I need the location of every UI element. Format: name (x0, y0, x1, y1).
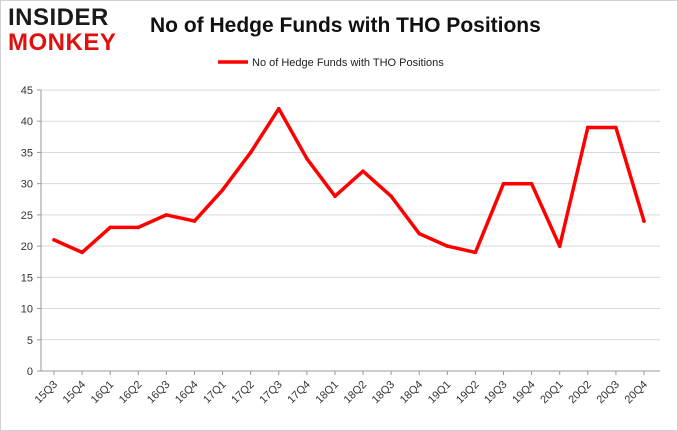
x-tick-label: 15Q3 (33, 379, 61, 407)
data-point (248, 150, 253, 155)
x-tick-label: 20Q4 (623, 379, 651, 407)
data-point (586, 125, 590, 130)
data-point (501, 181, 506, 186)
x-tick-label: 16Q4 (173, 379, 201, 407)
x-tick-label: 17Q2 (229, 379, 257, 407)
y-tick-label: 20 (21, 241, 33, 253)
y-tick-label: 30 (21, 179, 33, 191)
data-point (80, 250, 84, 255)
insider-monkey-logo: INSIDER MONKEY (8, 4, 128, 56)
y-tick-label: 35 (21, 147, 33, 159)
y-tick-label: 15 (21, 272, 33, 284)
logo-line-1: INSIDER (8, 4, 109, 31)
data-point (220, 188, 225, 192)
data-point (642, 219, 646, 223)
data-point (473, 250, 478, 255)
y-tick-label: 0 (27, 366, 33, 378)
x-tick-label: 17Q3 (257, 379, 285, 407)
x-tick-label: 18Q4 (398, 379, 426, 407)
data-point (361, 169, 365, 173)
data-point (389, 194, 393, 198)
data-point (529, 181, 534, 186)
axes (40, 90, 660, 372)
data-point (614, 125, 618, 130)
data-point (305, 156, 309, 161)
y-tick-label: 45 (21, 85, 33, 97)
data-point (276, 106, 281, 111)
legend-label: No of Hedge Funds with THO Positions (252, 57, 444, 69)
data-point (333, 194, 337, 198)
data-point (192, 219, 197, 223)
x-tick-label: 17Q1 (201, 379, 229, 407)
x-tick-label: 19Q1 (426, 379, 454, 407)
data-point (136, 225, 141, 230)
logo-line-2: MONKEY (8, 29, 117, 56)
x-tick-label: 20Q2 (566, 379, 594, 407)
y-tick-label: 10 (21, 304, 33, 316)
x-tick-label: 19Q3 (482, 379, 510, 407)
series-line (52, 106, 646, 255)
x-tick-label: 19Q4 (510, 379, 538, 407)
data-point (417, 231, 422, 236)
x-tick-label: 18Q2 (342, 379, 370, 407)
y-tick-label: 40 (21, 116, 33, 128)
x-tick-label: 16Q2 (117, 379, 145, 407)
y-tick-label: 25 (21, 210, 33, 222)
x-tick-label: 20Q3 (595, 379, 623, 407)
x-tick-label: 19Q2 (454, 379, 482, 407)
x-tick-label: 18Q1 (314, 379, 342, 407)
data-point (557, 244, 562, 248)
data-point (108, 225, 112, 230)
data-point (52, 238, 56, 242)
x-tick-label: 17Q4 (285, 379, 313, 407)
x-tick-label: 20Q1 (538, 379, 566, 407)
x-tick-label: 15Q4 (61, 379, 89, 407)
data-point (445, 244, 450, 248)
x-axis-ticks: 15Q3 15Q4 16Q1 16Q2 16Q3 16Q4 17Q1 17Q2 17Q3 17Q4… (33, 371, 651, 407)
y-axis-ticks: 0 5 10 15 20 25 30 35 40 45 (21, 85, 41, 378)
x-tick-label: 16Q1 (89, 379, 117, 407)
x-tick-label: 18Q3 (370, 379, 398, 407)
x-tick-label: 16Q3 (145, 379, 173, 407)
legend: No of Hedge Funds with THO Positions (218, 57, 444, 69)
series-layer (52, 106, 646, 255)
chart-title: No of Hedge Funds with THO Positions (150, 14, 541, 37)
data-point (164, 213, 169, 217)
y-tick-label: 5 (27, 335, 33, 347)
